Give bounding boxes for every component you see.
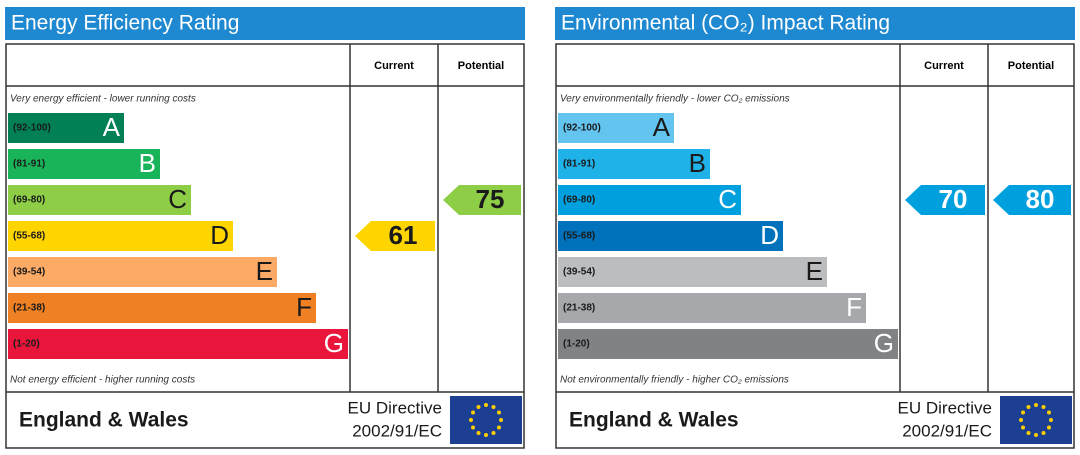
band-letter: D (210, 220, 229, 250)
rating-band (8, 329, 348, 359)
band-letter: G (324, 328, 344, 358)
band-range: (1-20) (563, 339, 590, 350)
rating-band (558, 293, 866, 323)
bottom-note: Not energy efficient - higher running co… (10, 375, 195, 386)
eu-star (1049, 418, 1053, 422)
eu-star (484, 433, 488, 437)
eu-star (471, 425, 476, 430)
band-range: (39-54) (563, 267, 595, 278)
title-bar (5, 7, 525, 40)
column-header: Potential (1008, 60, 1054, 72)
column-header: Current (374, 60, 414, 72)
band-range: (1-20) (13, 339, 40, 350)
eu-star (1034, 403, 1038, 407)
panel-title: Environmental (CO₂) Impact Rating (561, 12, 890, 35)
band-letter: B (689, 148, 706, 178)
band-range: (21-38) (13, 303, 45, 314)
eu-star (1046, 410, 1051, 415)
band-letter: F (846, 292, 862, 322)
eu-star (469, 418, 473, 422)
eu-star (1041, 405, 1046, 410)
eu-star (471, 410, 476, 415)
eu-star (1026, 430, 1031, 435)
band-letter: A (653, 112, 671, 142)
band-range: (55-68) (563, 231, 595, 242)
band-range: (39-54) (13, 267, 45, 278)
eu-star (1021, 410, 1026, 415)
band-range: (81-91) (13, 159, 45, 170)
rating-value: 80 (1026, 184, 1055, 214)
band-letter: D (760, 220, 779, 250)
band-letter: F (296, 292, 312, 322)
eu-star (476, 405, 481, 410)
band-letter: E (256, 256, 273, 286)
rating-band (558, 149, 710, 179)
eu-star (496, 425, 501, 430)
rating-value: 75 (476, 184, 505, 214)
rating-band (8, 293, 316, 323)
rating-band (558, 329, 898, 359)
band-range: (55-68) (13, 231, 45, 242)
column-header: Potential (458, 60, 504, 72)
directive: EU Directive (348, 398, 442, 417)
eu-star (1019, 418, 1023, 422)
rating-panel: Environmental (CO₂) Impact Rating Current… (555, 7, 1075, 449)
rating-band (558, 185, 741, 215)
rating-band (8, 257, 277, 287)
eu-star (1041, 430, 1046, 435)
rating-panel: Energy Efficiency Rating Current Potential… (5, 7, 525, 449)
band-range: (69-80) (563, 195, 595, 206)
top-note: Very environmentally friendly - lower CO… (560, 94, 790, 105)
band-range: (69-80) (13, 195, 45, 206)
band-letter: B (139, 148, 156, 178)
rating-value: 70 (939, 184, 968, 214)
eu-star (1026, 405, 1031, 410)
eu-star (491, 405, 496, 410)
panel-title: Energy Efficiency Rating (11, 12, 239, 35)
eu-star (499, 418, 503, 422)
frame (555, 43, 1075, 449)
rating-band (8, 113, 124, 143)
region: England & Wales (19, 409, 189, 432)
rating-arrow (905, 185, 985, 215)
rating-band (8, 149, 160, 179)
band-letter: G (874, 328, 894, 358)
directive: EU Directive (898, 398, 992, 417)
band-range: (92-100) (13, 123, 51, 134)
rating-arrow (355, 221, 435, 251)
eu-star (1021, 425, 1026, 430)
eu-star (1046, 425, 1051, 430)
bottom-note: Not environmentally friendly - higher CO… (560, 375, 789, 386)
band-range: (81-91) (563, 159, 595, 170)
band-letter: C (718, 184, 737, 214)
eu-star (484, 403, 488, 407)
eu-star (496, 410, 501, 415)
band-letter: C (168, 184, 187, 214)
rating-band (558, 257, 827, 287)
eu-star (476, 430, 481, 435)
directive-code: 2002/91/EC (902, 421, 992, 440)
rating-band (8, 185, 191, 215)
rating-band (558, 221, 783, 251)
eu-star (491, 430, 496, 435)
rating-value: 61 (389, 220, 418, 250)
directive-code: 2002/91/EC (352, 421, 442, 440)
band-letter: A (103, 112, 121, 142)
band-letter: E (806, 256, 823, 286)
rating-arrow (993, 185, 1071, 215)
region: England & Wales (569, 409, 739, 432)
rating-band (558, 113, 674, 143)
frame (5, 43, 525, 449)
column-header: Current (924, 60, 964, 72)
band-range: (92-100) (563, 123, 601, 134)
top-note: Very energy efficient - lower running co… (10, 94, 196, 105)
band-range: (21-38) (563, 303, 595, 314)
eu-star (1034, 433, 1038, 437)
rating-band (8, 221, 233, 251)
rating-arrow (443, 185, 521, 215)
title-bar (555, 7, 1075, 40)
